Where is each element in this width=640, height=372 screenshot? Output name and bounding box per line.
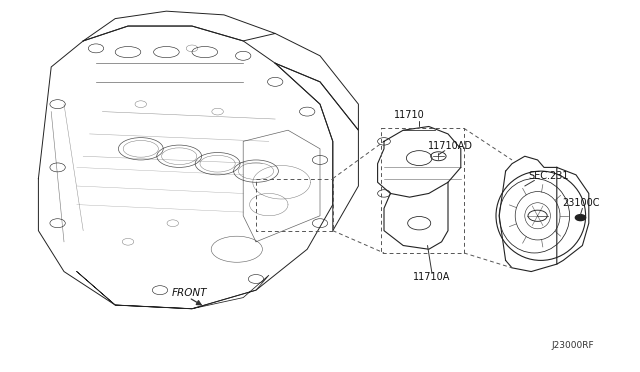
Text: J23000RF: J23000RF	[552, 341, 595, 350]
Circle shape	[575, 215, 586, 221]
Text: 11710A: 11710A	[413, 272, 450, 282]
Text: FRONT: FRONT	[172, 288, 207, 298]
Text: 11710: 11710	[394, 110, 424, 120]
Text: 23100C: 23100C	[562, 198, 600, 208]
Text: SEC.231: SEC.231	[528, 170, 568, 180]
Text: 11710AD: 11710AD	[428, 141, 472, 151]
